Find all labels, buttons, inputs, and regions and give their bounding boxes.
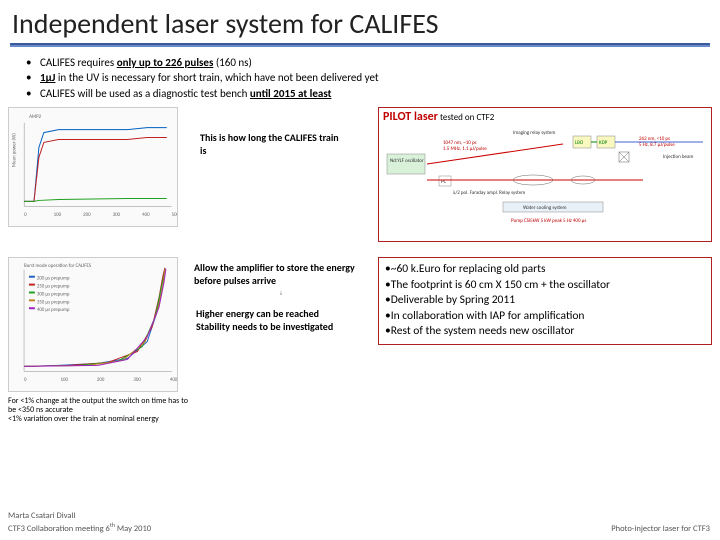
fact-1: •~60 k.Euro for replacing old parts bbox=[385, 262, 705, 278]
svg-text:350 μs prepump: 350 μs prepump bbox=[37, 299, 70, 305]
bullet-1: CALIFES requires only up to 226 pulses (… bbox=[40, 55, 700, 70]
line2: 1.5 MHz, 1.1 μJ/pulse bbox=[443, 146, 487, 152]
relay-label: Imaging relay system bbox=[513, 130, 555, 136]
chart2-title: Burst mode operation for CALIFES bbox=[24, 263, 92, 269]
title-underline bbox=[10, 43, 710, 47]
annot3-l1: Higher energy can be reached bbox=[196, 307, 376, 320]
water-label: Water cooling system bbox=[523, 205, 566, 211]
kdp-label: KDP bbox=[599, 140, 608, 146]
svg-text:500: 500 bbox=[172, 212, 178, 218]
footer-meeting: CTF3 Collaboration meeting 6th May 2010 bbox=[8, 522, 151, 534]
pilot-box: PILOT laser tested on CTF2 Imaging relay… bbox=[378, 107, 712, 242]
chart-burst: Burst mode operation for CALIFES 200 μs … bbox=[8, 257, 178, 392]
svg-text:200 μs prepump: 200 μs prepump bbox=[37, 276, 70, 282]
footer-meeting-b: May 2010 bbox=[115, 524, 151, 534]
chart-amp2: AMP2 0 100 200 300 400 500 Mean power (W) bbox=[8, 107, 178, 227]
b3-text-b: until 2015 at least bbox=[250, 87, 332, 100]
pilot-title-red: PILOT laser bbox=[383, 110, 438, 124]
svg-text:250 μs prepump: 250 μs prepump bbox=[37, 284, 70, 290]
chart1-ylabel: Mean power (W) bbox=[10, 133, 17, 167]
b3-text-a: CALIFES will be used as a diagnostic tes… bbox=[40, 87, 250, 100]
fact-2: •The footprint is 60 cm X 150 cm + the o… bbox=[385, 278, 705, 294]
fact-4: •In collaboration with IAP for amplifica… bbox=[385, 309, 705, 325]
inj-label: Injection beam bbox=[663, 154, 693, 160]
b1-text-a: CALIFES requires bbox=[40, 56, 117, 69]
svg-text:100: 100 bbox=[54, 212, 62, 218]
svg-text:400: 400 bbox=[142, 212, 150, 218]
footnote-l2: <1% variation over the train at nominal … bbox=[8, 415, 188, 424]
arrow-down-icon bbox=[280, 285, 282, 301]
svg-text:200: 200 bbox=[97, 377, 105, 383]
bullet-3: CALIFES will be used as a diagnostic tes… bbox=[40, 86, 700, 101]
annotation-3: Higher energy can be reached Stability n… bbox=[196, 307, 376, 333]
annotation-1: This is how long the CALIFES train is bbox=[200, 131, 340, 157]
svg-text:400: 400 bbox=[170, 377, 178, 383]
svg-text:0: 0 bbox=[24, 377, 27, 383]
b2-text-a: 1μJ bbox=[40, 71, 55, 84]
svg-text:400 μs prepump: 400 μs prepump bbox=[37, 307, 70, 313]
pump-label: Pump CSI5kW 5 kW peak 5 Hz 400 μs bbox=[511, 218, 586, 224]
svg-text:0: 0 bbox=[24, 212, 27, 218]
lbo-label: LBO bbox=[575, 140, 584, 146]
chart1-title: AMP2 bbox=[29, 114, 42, 120]
svg-text:300 μs prepump: 300 μs prepump bbox=[37, 292, 70, 298]
osc-label: Nd:YLF oscillator bbox=[390, 158, 424, 164]
b1-text-c: (160 ns) bbox=[213, 56, 251, 69]
svg-text:300: 300 bbox=[113, 212, 121, 218]
fact-3: •Deliverable by Spring 2011 bbox=[385, 293, 705, 309]
lambda-label: λ/2 pol. Faraday ampl. Relay system bbox=[453, 190, 525, 196]
footer-right: Photo-injector laser for CTF3 bbox=[611, 524, 710, 534]
facts-box: •~60 k.Euro for replacing old parts •The… bbox=[378, 257, 712, 345]
page-title: Independent laser system for CALIFES bbox=[0, 0, 720, 43]
pilot-diagram: Imaging relay system Nd:YLF oscillator L… bbox=[383, 128, 709, 238]
annotation-2: Allow the amplifier to store the energy … bbox=[194, 261, 372, 287]
svg-text:300: 300 bbox=[133, 377, 141, 383]
footer-author: Marta Csatari Divall bbox=[8, 512, 151, 521]
svg-text:100: 100 bbox=[60, 377, 68, 383]
b1-text-b: only up to 226 pulses bbox=[117, 56, 214, 69]
pilot-title-sm: tested on CTF2 bbox=[438, 112, 494, 123]
footnote-l1: For <1% change at the output the switch … bbox=[8, 397, 188, 415]
svg-text:200: 200 bbox=[83, 212, 91, 218]
b2-text-b: in the UV is necessary for short train, … bbox=[55, 71, 378, 84]
line4: 5 Hz, 8.7 μJ/pulse bbox=[639, 142, 675, 148]
bullet-list: CALIFES requires only up to 226 pulses (… bbox=[0, 53, 720, 107]
fact-5: •Rest of the system needs new oscillator bbox=[385, 324, 705, 340]
bullet-2: 1μJ in the UV is necessary for short tra… bbox=[40, 70, 700, 85]
footer-meeting-a: CTF3 Collaboration meeting 6 bbox=[8, 524, 110, 534]
pilot-title: PILOT laser tested on CTF2 bbox=[379, 108, 711, 126]
footnote: For <1% change at the output the switch … bbox=[8, 397, 188, 423]
annot3-l2: Stability needs to be investigated bbox=[196, 320, 376, 333]
footer-left: Marta Csatari Divall CTF3 Collaboration … bbox=[8, 512, 151, 534]
